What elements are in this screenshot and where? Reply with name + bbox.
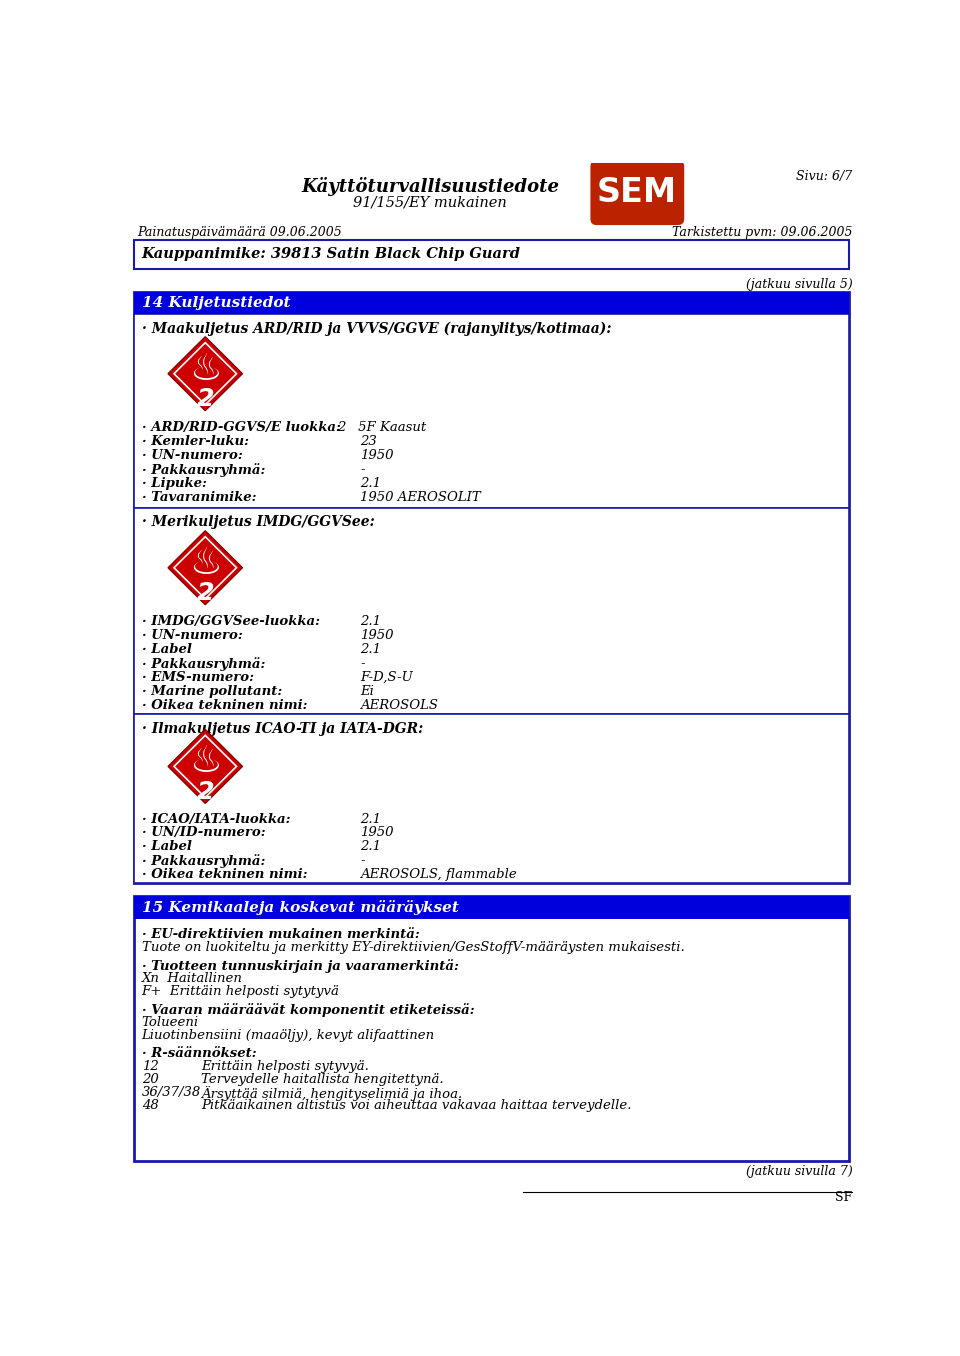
Text: 14 Kuljetustiedot: 14 Kuljetustiedot	[142, 296, 290, 311]
Bar	[134, 896, 849, 1161]
Text: · UN-numero:: · UN-numero:	[142, 629, 243, 643]
Text: ♨: ♨	[189, 743, 222, 781]
Polygon shape	[168, 730, 243, 803]
Text: Ärsyttää silmiä, hengityselimiä ja ihoa.: Ärsyttää silmiä, hengityselimiä ja ihoa.	[202, 1086, 463, 1101]
Text: · Merikuljetus IMDG/GGVSee:: · Merikuljetus IMDG/GGVSee:	[142, 515, 374, 529]
Text: · IMDG/GGVSee-luokka:: · IMDG/GGVSee-luokka:	[142, 616, 320, 628]
Text: · Marine pollutant:: · Marine pollutant:	[142, 685, 282, 698]
Text: · Pakkausryhmä:: · Pakkausryhmä:	[142, 658, 265, 671]
Text: Erittäin helposti sytyvyä.: Erittäin helposti sytyvyä.	[202, 1060, 370, 1073]
Polygon shape	[168, 336, 243, 411]
Text: · Tavaranimike:: · Tavaranimike:	[142, 491, 256, 503]
Text: · Label: · Label	[142, 841, 192, 853]
Text: 20: 20	[142, 1073, 158, 1086]
Text: Käyttöturvallisuustiedote: Käyttöturvallisuustiedote	[301, 176, 559, 195]
Text: Pitkäaikainen altistus voi aiheuttaa vakavaa haittaa terveydelle.: Pitkäaikainen altistus voi aiheuttaa vak…	[202, 1100, 632, 1112]
Text: Tuote on luokiteltu ja merkitty EY-direktiivien/GesStoffV-määräysten mukaisesti.: Tuote on luokiteltu ja merkitty EY-direk…	[142, 941, 684, 955]
Text: 36/37/38: 36/37/38	[142, 1086, 201, 1098]
Text: · Pakkausryhmä:: · Pakkausryhmä:	[142, 854, 265, 868]
Text: · Vaaran määräävät komponentit etiketeissä:: · Vaaran määräävät komponentit etiketeis…	[142, 1003, 474, 1017]
Text: 2.1: 2.1	[360, 477, 381, 490]
Text: ♨: ♨	[189, 351, 222, 388]
Text: 91/155/EY mukainen: 91/155/EY mukainen	[353, 195, 507, 209]
Text: 2.1: 2.1	[360, 643, 381, 656]
Text: 23: 23	[360, 435, 377, 449]
Bar	[134, 507, 849, 715]
Text: · UN/ID-numero:: · UN/ID-numero:	[142, 826, 265, 839]
Text: (jatkuu sivulla 7): (jatkuu sivulla 7)	[746, 1165, 852, 1178]
Text: Kauppanimike: 39813 Satin Black Chip Guard: Kauppanimike: 39813 Satin Black Chip Gua…	[142, 247, 520, 262]
Text: 12: 12	[142, 1060, 158, 1073]
Text: (jatkuu sivulla 5): (jatkuu sivulla 5)	[746, 278, 852, 292]
Text: AEROSOLS, flammable: AEROSOLS, flammable	[360, 868, 517, 881]
Text: · ARD/RID-GGVS/E luokka:: · ARD/RID-GGVS/E luokka:	[142, 422, 341, 434]
Text: · UN-numero:: · UN-numero:	[142, 449, 243, 462]
Text: · ICAO/IATA-luokka:: · ICAO/IATA-luokka:	[142, 812, 290, 826]
Text: · Tuotteen tunnuskirjain ja vaaramerkintä:: · Tuotteen tunnuskirjain ja vaaramerkint…	[142, 959, 459, 972]
Text: · Maakuljetus ARD/RID ja VVVS/GGVE (rajanylitys/kotimaa):: · Maakuljetus ARD/RID ja VVVS/GGVE (raja…	[142, 321, 612, 336]
Bar	[134, 715, 849, 884]
Bar	[134, 313, 849, 507]
Text: 2.1: 2.1	[360, 616, 381, 628]
Text: 1950 AEROSOLIT: 1950 AEROSOLIT	[360, 491, 481, 503]
Text: 2: 2	[197, 780, 214, 804]
Text: SF: SF	[835, 1191, 852, 1204]
Text: -: -	[360, 462, 365, 476]
Text: · R-säännökset:: · R-säännökset:	[142, 1047, 256, 1059]
Text: -: -	[360, 658, 365, 670]
Text: 15 Kemikaaleja koskevat määräykset: 15 Kemikaaleja koskevat määräykset	[142, 900, 459, 915]
Text: 48: 48	[142, 1100, 158, 1112]
Text: 1950: 1950	[360, 449, 394, 462]
Text: Sivu: 6/7: Sivu: 6/7	[796, 171, 852, 183]
Bar	[134, 292, 849, 313]
Text: SEM: SEM	[597, 176, 677, 209]
Text: Ei: Ei	[360, 685, 374, 698]
Text: 1950: 1950	[360, 629, 394, 643]
Text: 2: 2	[197, 386, 214, 411]
Text: · Oikea tekninen nimi:: · Oikea tekninen nimi:	[142, 868, 307, 881]
Text: 1950: 1950	[360, 826, 394, 839]
Text: F-D,S-U: F-D,S-U	[360, 671, 413, 683]
Text: 2: 2	[197, 580, 214, 605]
Bar	[134, 240, 849, 268]
Text: · Kemler-luku:: · Kemler-luku:	[142, 435, 249, 449]
Text: · Ilmakuljetus ICAO-TI ja IATA-DGR:: · Ilmakuljetus ICAO-TI ja IATA-DGR:	[142, 721, 423, 736]
Text: · Lipuke:: · Lipuke:	[142, 477, 206, 490]
Text: Xn  Haitallinen: Xn Haitallinen	[142, 972, 243, 984]
Text: · EMS-numero:: · EMS-numero:	[142, 671, 253, 683]
Text: Liuotinbensiini (maaöljy), kevyt alifaattinen: Liuotinbensiini (maaöljy), kevyt alifaat…	[142, 1029, 435, 1041]
Bar	[134, 292, 849, 884]
Text: · Label: · Label	[142, 643, 192, 656]
Polygon shape	[168, 530, 243, 605]
Text: · Pakkausryhmä:: · Pakkausryhmä:	[142, 462, 265, 477]
Text: -: -	[360, 854, 365, 868]
Text: Terveydelle haitallista hengitettynä.: Terveydelle haitallista hengitettynä.	[202, 1073, 444, 1086]
FancyBboxPatch shape	[590, 160, 684, 225]
Text: 2   5F Kaasut: 2 5F Kaasut	[337, 422, 426, 434]
Bar	[134, 896, 849, 919]
Text: 2.1: 2.1	[360, 812, 381, 826]
Text: Tarkistettu pvm: 09.06.2005: Tarkistettu pvm: 09.06.2005	[672, 226, 852, 239]
Text: ♨: ♨	[189, 545, 222, 582]
Text: · Oikea tekninen nimi:: · Oikea tekninen nimi:	[142, 698, 307, 712]
Text: F+  Erittäin helposti sytytyvä: F+ Erittäin helposti sytytyvä	[142, 984, 340, 998]
Text: Painatuspäivämäärä 09.06.2005: Painatuspäivämäärä 09.06.2005	[137, 226, 342, 239]
Text: · EU-direktiivien mukainen merkintä:: · EU-direktiivien mukainen merkintä:	[142, 928, 420, 941]
Text: Tolueeni: Tolueeni	[142, 1016, 199, 1029]
Text: AEROSOLS: AEROSOLS	[360, 698, 439, 712]
Text: 2.1: 2.1	[360, 841, 381, 853]
